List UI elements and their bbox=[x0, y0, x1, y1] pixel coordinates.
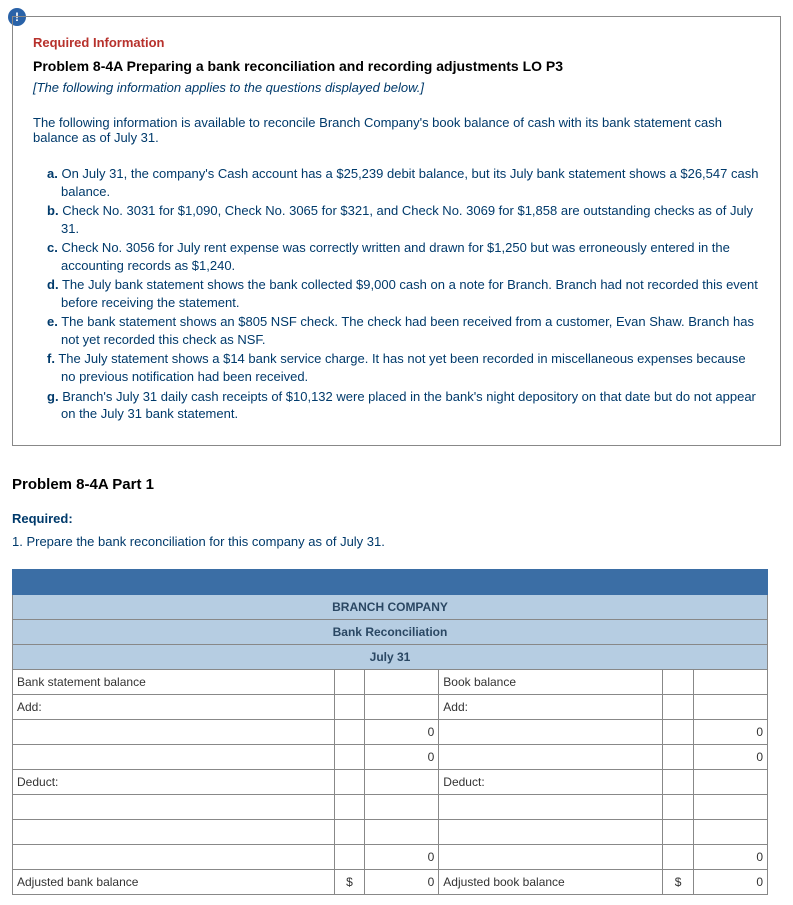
cell-value[interactable]: 0 bbox=[694, 744, 768, 769]
cell[interactable] bbox=[694, 769, 768, 794]
instruction-text: 1. Prepare the bank reconciliation for t… bbox=[12, 534, 793, 549]
item-letter: c. bbox=[47, 240, 58, 255]
cell[interactable] bbox=[365, 769, 439, 794]
cell[interactable] bbox=[334, 819, 365, 844]
cell[interactable] bbox=[13, 794, 335, 819]
item-g: g. Branch's July 31 daily cash receipts … bbox=[47, 388, 760, 423]
add-label-bank[interactable]: Add: bbox=[13, 694, 335, 719]
cell[interactable] bbox=[334, 744, 365, 769]
cell[interactable] bbox=[694, 819, 768, 844]
item-text: The July bank statement shows the bank c… bbox=[61, 277, 758, 310]
currency-symbol: $ bbox=[334, 869, 365, 894]
report-title: Bank Reconciliation bbox=[13, 619, 768, 644]
cell[interactable] bbox=[663, 819, 694, 844]
cell[interactable] bbox=[13, 819, 335, 844]
item-b: b. Check No. 3031 for $1,090, Check No. … bbox=[47, 202, 760, 237]
add-label-book[interactable]: Add: bbox=[439, 694, 663, 719]
cell[interactable] bbox=[439, 719, 663, 744]
problem-title: Problem 8-4A Preparing a bank reconcilia… bbox=[33, 58, 760, 74]
intro-text: The following information is available t… bbox=[33, 115, 760, 145]
cell[interactable] bbox=[334, 694, 365, 719]
item-letter: b. bbox=[47, 203, 59, 218]
cell[interactable] bbox=[365, 794, 439, 819]
required-info-label: Required Information bbox=[33, 35, 760, 50]
item-letter: f. bbox=[47, 351, 55, 366]
book-balance-label[interactable]: Book balance bbox=[439, 669, 663, 694]
cell[interactable] bbox=[334, 794, 365, 819]
cell[interactable] bbox=[694, 694, 768, 719]
item-letter: e. bbox=[47, 314, 58, 329]
cell[interactable] bbox=[439, 819, 663, 844]
cell[interactable] bbox=[365, 669, 439, 694]
cell[interactable] bbox=[663, 844, 694, 869]
item-text: Check No. 3031 for $1,090, Check No. 306… bbox=[61, 203, 753, 236]
cell[interactable] bbox=[13, 744, 335, 769]
item-e: e. The bank statement shows an $805 NSF … bbox=[47, 313, 760, 348]
cell-value[interactable]: 0 bbox=[365, 844, 439, 869]
cell[interactable] bbox=[13, 719, 335, 744]
required-info-box: Required Information Problem 8-4A Prepar… bbox=[12, 16, 781, 446]
item-text: Branch's July 31 daily cash receipts of … bbox=[61, 389, 756, 422]
item-letter: d. bbox=[47, 277, 59, 292]
cell[interactable] bbox=[439, 744, 663, 769]
cell[interactable] bbox=[365, 819, 439, 844]
cell[interactable] bbox=[663, 669, 694, 694]
deduct-label-bank[interactable]: Deduct: bbox=[13, 769, 335, 794]
item-text: On July 31, the company's Cash account h… bbox=[61, 166, 758, 199]
cell[interactable] bbox=[663, 694, 694, 719]
cell[interactable] bbox=[663, 744, 694, 769]
cell[interactable] bbox=[439, 844, 663, 869]
cell-value[interactable]: 0 bbox=[694, 844, 768, 869]
cell[interactable] bbox=[439, 794, 663, 819]
reconciliation-table: BRANCH COMPANY Bank Reconciliation July … bbox=[12, 569, 768, 895]
cell-value[interactable]: 0 bbox=[365, 744, 439, 769]
adjusted-bank-label[interactable]: Adjusted bank balance bbox=[13, 869, 335, 894]
item-a: a. On July 31, the company's Cash accoun… bbox=[47, 165, 760, 200]
item-text: Check No. 3056 for July rent expense was… bbox=[61, 240, 730, 273]
deduct-label-book[interactable]: Deduct: bbox=[439, 769, 663, 794]
bank-balance-label[interactable]: Bank statement balance bbox=[13, 669, 335, 694]
cell[interactable] bbox=[663, 719, 694, 744]
report-date: July 31 bbox=[13, 644, 768, 669]
item-f: f. The July statement shows a $14 bank s… bbox=[47, 350, 760, 385]
item-letter: a. bbox=[47, 166, 58, 181]
cell[interactable] bbox=[663, 769, 694, 794]
cell[interactable] bbox=[694, 794, 768, 819]
cell[interactable] bbox=[13, 844, 335, 869]
adjusted-bank-value[interactable]: 0 bbox=[365, 869, 439, 894]
item-text: The July statement shows a $14 bank serv… bbox=[58, 351, 745, 384]
cell[interactable] bbox=[334, 844, 365, 869]
cell-value[interactable]: 0 bbox=[694, 719, 768, 744]
adjusted-book-value[interactable]: 0 bbox=[694, 869, 768, 894]
company-name: BRANCH COMPANY bbox=[13, 594, 768, 619]
part-title: Problem 8-4A Part 1 bbox=[12, 476, 793, 493]
item-text: The bank statement shows an $805 NSF che… bbox=[61, 314, 754, 347]
adjusted-book-label[interactable]: Adjusted book balance bbox=[439, 869, 663, 894]
cell-value[interactable]: 0 bbox=[365, 719, 439, 744]
item-c: c. Check No. 3056 for July rent expense … bbox=[47, 239, 760, 274]
required-label: Required: bbox=[12, 511, 793, 526]
info-items-list: a. On July 31, the company's Cash accoun… bbox=[47, 165, 760, 423]
currency-symbol: $ bbox=[663, 869, 694, 894]
cell[interactable] bbox=[334, 719, 365, 744]
header-bar bbox=[13, 569, 768, 594]
applies-note: [The following information applies to th… bbox=[33, 80, 760, 95]
cell[interactable] bbox=[694, 669, 768, 694]
item-letter: g. bbox=[47, 389, 59, 404]
item-d: d. The July bank statement shows the ban… bbox=[47, 276, 760, 311]
cell[interactable] bbox=[334, 769, 365, 794]
cell[interactable] bbox=[334, 669, 365, 694]
cell[interactable] bbox=[365, 694, 439, 719]
cell[interactable] bbox=[663, 794, 694, 819]
